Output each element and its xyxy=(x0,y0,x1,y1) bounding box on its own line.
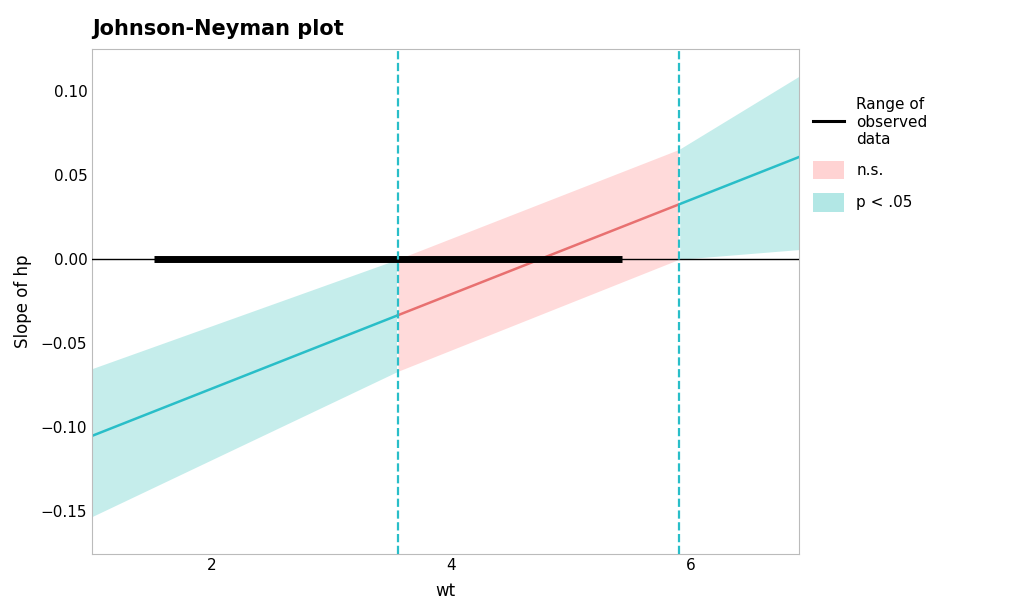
Legend: Range of
observed
data, n.s., p < .05: Range of observed data, n.s., p < .05 xyxy=(813,97,928,212)
Y-axis label: Slope of hp: Slope of hp xyxy=(14,255,33,348)
Text: Johnson-Neyman plot: Johnson-Neyman plot xyxy=(92,19,344,39)
X-axis label: wt: wt xyxy=(435,582,456,600)
